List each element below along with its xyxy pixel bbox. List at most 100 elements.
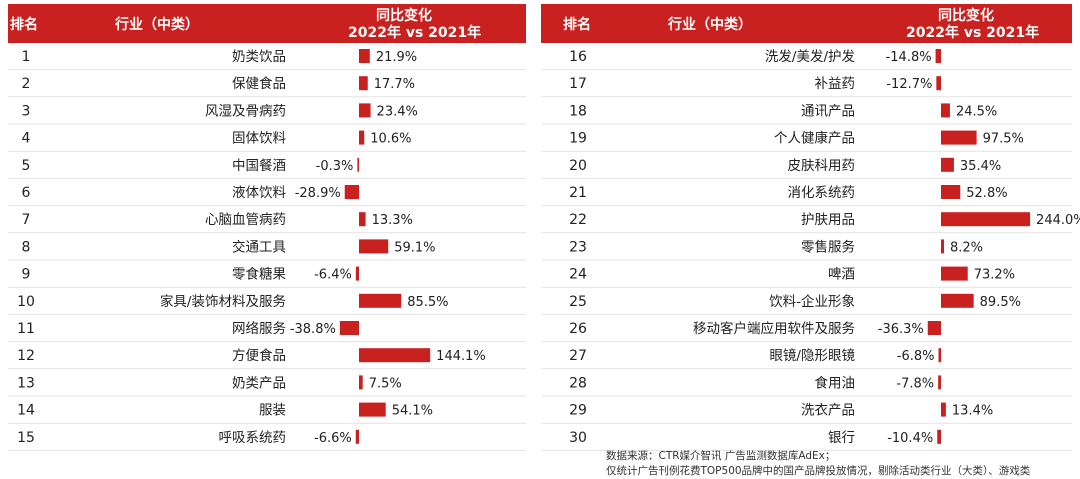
value-label: -38.8% [290, 322, 336, 337]
category-label: 食用油 [815, 374, 856, 391]
bar [936, 76, 941, 91]
category-label: 洗发/美发/护发 [765, 49, 856, 65]
category-label: 网络服务 [232, 321, 286, 337]
bar [339, 321, 359, 335]
category-label: 护肤用品 [801, 212, 855, 228]
bar [941, 103, 950, 118]
bar [941, 266, 968, 281]
value-label: -10.4% [887, 431, 933, 446]
bar [359, 375, 363, 390]
rank-label: 2 [22, 76, 31, 92]
bar [941, 212, 1031, 227]
header-bar-right [541, 4, 1072, 43]
value-label: -28.9% [295, 186, 341, 201]
bar [359, 130, 365, 145]
value-label: -7.8% [896, 376, 934, 391]
rank-label: 25 [569, 294, 587, 310]
header-change-line1-2: 同比变化 [938, 8, 994, 24]
category-label: 皮肤科用药 [788, 158, 856, 174]
rank-label: 28 [569, 375, 587, 391]
category-label: 移动客户端应用软件及服务 [693, 320, 855, 337]
category-label: 通讯产品 [801, 103, 855, 119]
value-label: 13.3% [372, 213, 413, 228]
value-label: -6.8% [897, 349, 935, 364]
rank-label: 13 [17, 375, 35, 391]
source-note-line1: 数据来源：CTR媒介智讯 广告监测数据库AdEx； [606, 450, 836, 462]
header-change-line2: 2022年 vs 2021年 [348, 25, 482, 41]
rank-label: 15 [17, 430, 35, 446]
rank-label: 3 [22, 103, 31, 119]
bar [357, 157, 359, 172]
rank-label: 11 [17, 321, 35, 337]
bar [937, 429, 941, 444]
source-note-line2: 仅统计广告刊例花费TOP500品牌中的国产品牌投放情况，剔除活动类行业（大类）、… [606, 465, 1031, 477]
rank-label: 26 [569, 321, 587, 337]
value-label: 23.4% [377, 104, 418, 119]
category-label: 固体饮料 [232, 131, 286, 147]
bar [359, 103, 371, 118]
rank-label: 10 [17, 294, 35, 310]
category-label: 方便食品 [232, 347, 286, 364]
rank-label: 16 [569, 49, 587, 65]
rank-label: 12 [17, 348, 35, 364]
category-label: 零售服务 [801, 239, 855, 255]
bar [359, 348, 431, 363]
rank-label: 8 [22, 239, 31, 255]
header-rank: 排名 [10, 17, 38, 33]
header-change-line1: 同比变化 [376, 8, 432, 24]
category-label: 液体饮料 [232, 185, 286, 201]
value-label: -0.3% [316, 159, 354, 174]
rank-label: 5 [22, 158, 31, 174]
category-label: 银行 [828, 430, 855, 446]
rank-label: 19 [569, 131, 587, 147]
bar [359, 212, 366, 227]
bar [941, 402, 946, 417]
bar [359, 239, 389, 254]
category-label: 服装 [259, 403, 286, 419]
bar [359, 402, 386, 417]
value-label: 244.0% [1036, 213, 1080, 228]
value-label: 8.2% [950, 240, 983, 255]
category-label: 奶类产品 [232, 375, 286, 391]
value-label: 52.8% [966, 186, 1007, 201]
value-label: 13.4% [952, 404, 993, 419]
rank-label: 4 [22, 131, 31, 147]
rank-label: 21 [569, 185, 587, 201]
rank-label: 23 [569, 239, 587, 255]
category-label: 呼吸系统药 [219, 430, 287, 446]
category-label: 交通工具 [232, 238, 286, 255]
bar [941, 293, 974, 308]
bar [941, 239, 944, 254]
rank-label: 7 [22, 212, 31, 228]
value-label: 144.1% [436, 349, 486, 364]
rank-label: 9 [22, 267, 31, 283]
rank-label: 14 [17, 403, 35, 419]
category-label: 零食糖果 [232, 266, 286, 283]
category-label: 饮料-企业形象 [769, 293, 855, 310]
rank-label: 20 [569, 158, 587, 174]
rank-label: 17 [569, 76, 587, 92]
value-label: 89.5% [980, 295, 1021, 310]
bar [938, 348, 941, 363]
value-label: -12.7% [886, 77, 932, 92]
value-label: 35.4% [960, 159, 1001, 174]
bar [938, 375, 941, 390]
category-label: 洗衣产品 [801, 403, 855, 419]
rank-label: 1 [22, 49, 31, 65]
rank-label: 6 [22, 185, 31, 201]
value-label: 59.1% [394, 240, 435, 255]
value-label: 7.5% [369, 376, 402, 391]
category-label: 补益药 [815, 76, 856, 92]
bar [935, 49, 941, 63]
bar [927, 321, 941, 335]
value-label: -36.3% [878, 322, 924, 337]
category-label: 家具/装饰材料及服务 [160, 293, 286, 310]
category-label: 中国餐酒 [232, 158, 286, 174]
bar [359, 49, 370, 63]
header-industry: 行业（中类） [115, 17, 199, 33]
rank-label: 22 [569, 212, 587, 228]
rank-label: 18 [569, 103, 587, 119]
header-change-line2-2: 2022年 vs 2021年 [906, 25, 1040, 41]
category-label: 奶类饮品 [232, 49, 286, 65]
bar [344, 185, 359, 199]
